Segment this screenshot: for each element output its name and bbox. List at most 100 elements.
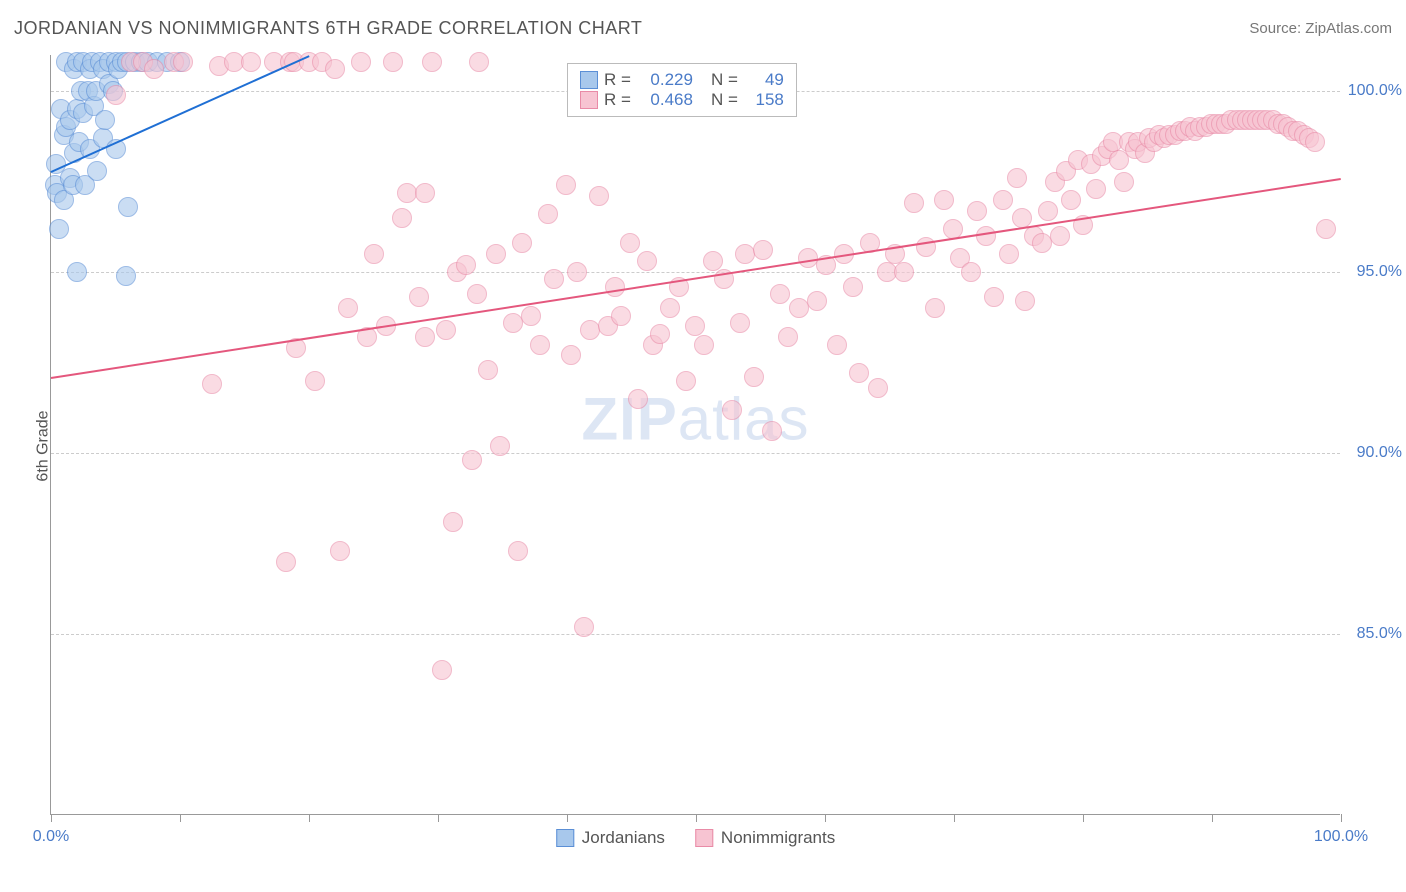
data-point — [118, 197, 138, 217]
x-tick — [309, 814, 310, 822]
data-point — [637, 251, 657, 271]
data-point — [694, 335, 714, 355]
data-point — [241, 52, 261, 72]
x-tick — [1212, 814, 1213, 822]
data-point — [1007, 168, 1027, 188]
chart-title: JORDANIAN VS NONIMMIGRANTS 6TH GRADE COR… — [14, 18, 642, 39]
data-point — [676, 371, 696, 391]
data-point — [116, 266, 136, 286]
data-point — [561, 345, 581, 365]
legend-swatch-icon — [695, 829, 713, 847]
x-tick — [954, 814, 955, 822]
series-legend: Jordanians Nonimmigrants — [556, 828, 835, 848]
data-point — [778, 327, 798, 347]
gridline — [51, 272, 1340, 273]
data-point — [1050, 226, 1070, 246]
stats-legend: R =0.229N =49R =0.468N =158 — [567, 63, 797, 117]
data-point — [1316, 219, 1336, 239]
legend-label: Nonimmigrants — [721, 828, 835, 848]
data-point — [620, 233, 640, 253]
data-point — [628, 389, 648, 409]
stats-legend-row: R =0.229N =49 — [580, 70, 784, 90]
data-point — [574, 617, 594, 637]
data-point — [409, 287, 429, 307]
data-point — [330, 541, 350, 561]
data-point — [478, 360, 498, 380]
data-point — [730, 313, 750, 333]
data-point — [383, 52, 403, 72]
data-point — [789, 298, 809, 318]
data-point — [397, 183, 417, 203]
data-point — [364, 244, 384, 264]
y-tick-label: 85.0% — [1357, 625, 1402, 643]
data-point — [685, 316, 705, 336]
data-point — [961, 262, 981, 282]
r-label: R = — [604, 70, 631, 90]
data-point — [894, 262, 914, 282]
data-point — [1114, 172, 1134, 192]
watermark: ZIPatlas — [581, 385, 809, 454]
data-point — [538, 204, 558, 224]
data-point — [934, 190, 954, 210]
data-point — [305, 371, 325, 391]
data-point — [753, 240, 773, 260]
data-point — [744, 367, 764, 387]
x-tick — [1341, 814, 1342, 822]
r-value: 0.229 — [637, 70, 693, 90]
data-point — [512, 233, 532, 253]
legend-swatch-icon — [580, 71, 598, 89]
data-point — [503, 313, 523, 333]
gridline — [51, 634, 1340, 635]
data-point — [432, 660, 452, 680]
data-point — [486, 244, 506, 264]
data-point — [722, 400, 742, 420]
legend-swatch-icon — [556, 829, 574, 847]
y-tick-label: 100.0% — [1348, 82, 1402, 100]
data-point — [843, 277, 863, 297]
chart-source: Source: ZipAtlas.com — [1249, 20, 1392, 37]
legend-item: Jordanians — [556, 828, 665, 848]
data-point — [703, 251, 723, 271]
data-point — [462, 450, 482, 470]
data-point — [467, 284, 487, 304]
data-point — [762, 421, 782, 441]
data-point — [351, 52, 371, 72]
data-point — [807, 291, 827, 311]
x-tick-label: 100.0% — [1314, 828, 1368, 846]
data-point — [544, 269, 564, 289]
data-point — [202, 374, 222, 394]
data-point — [95, 110, 115, 130]
gridline — [51, 453, 1340, 454]
data-point — [984, 287, 1004, 307]
data-point — [1061, 190, 1081, 210]
data-point — [415, 183, 435, 203]
data-point — [1305, 132, 1325, 152]
data-point — [530, 335, 550, 355]
data-point — [144, 59, 164, 79]
y-tick-label: 90.0% — [1357, 444, 1402, 462]
x-tick — [51, 814, 52, 822]
legend-label: Jordanians — [582, 828, 665, 848]
data-point — [276, 552, 296, 572]
data-point — [660, 298, 680, 318]
data-point — [325, 59, 345, 79]
r-value: 0.468 — [637, 90, 693, 110]
data-point — [1032, 233, 1052, 253]
x-tick-label: 0.0% — [33, 828, 69, 846]
n-value: 49 — [744, 70, 784, 90]
chart-header: JORDANIAN VS NONIMMIGRANTS 6TH GRADE COR… — [14, 18, 1392, 39]
data-point — [1038, 201, 1058, 221]
data-point — [925, 298, 945, 318]
data-point — [798, 248, 818, 268]
data-point — [868, 378, 888, 398]
data-point — [422, 52, 442, 72]
data-point — [993, 190, 1013, 210]
data-point — [770, 284, 790, 304]
data-point — [650, 324, 670, 344]
data-point — [827, 335, 847, 355]
stats-legend-row: R =0.468N =158 — [580, 90, 784, 110]
data-point — [589, 186, 609, 206]
data-point — [443, 512, 463, 532]
legend-swatch-icon — [580, 91, 598, 109]
data-point — [1086, 179, 1106, 199]
